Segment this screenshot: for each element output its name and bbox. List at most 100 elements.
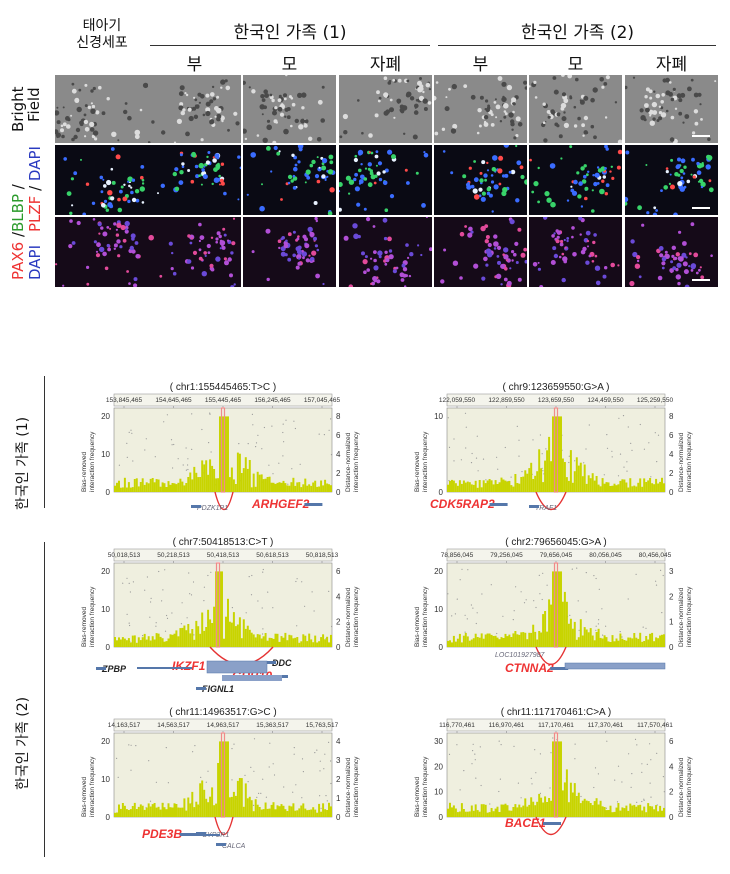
interaction-bar bbox=[322, 803, 325, 817]
cell-dot bbox=[317, 99, 323, 105]
cell-dot bbox=[79, 122, 84, 127]
cell-dot bbox=[388, 249, 393, 253]
interaction-bar bbox=[232, 612, 235, 647]
cell-dot bbox=[184, 92, 187, 95]
cell-dot bbox=[348, 179, 355, 185]
interaction-bar bbox=[213, 469, 216, 492]
scatter-dot bbox=[231, 607, 233, 609]
cell-dot bbox=[92, 218, 96, 221]
scatter-dot bbox=[283, 786, 285, 788]
cell-dot bbox=[151, 120, 155, 124]
interaction-bar bbox=[324, 479, 327, 492]
interaction-bar bbox=[462, 480, 465, 492]
cell-dot bbox=[515, 145, 518, 148]
cell-dot bbox=[358, 182, 362, 185]
cell-dot bbox=[419, 84, 424, 89]
interaction-bar bbox=[131, 806, 134, 817]
interaction-bar bbox=[290, 482, 293, 492]
interaction-bar bbox=[498, 482, 501, 492]
cell-dot bbox=[553, 253, 559, 259]
cell-dot bbox=[182, 108, 186, 112]
panel-title: ( chr11:14963517:G>C ) bbox=[169, 707, 276, 718]
cell-dot bbox=[189, 241, 193, 245]
cell-dot bbox=[301, 106, 305, 110]
interaction-bar bbox=[272, 802, 275, 817]
interaction-bar bbox=[575, 796, 578, 817]
interaction-bar bbox=[316, 812, 319, 817]
cell-dot bbox=[649, 114, 652, 117]
scatter-dot bbox=[191, 413, 193, 415]
cell-dot bbox=[581, 123, 585, 128]
cell-dot bbox=[556, 235, 560, 239]
cell-dot bbox=[193, 96, 196, 99]
interaction-bar bbox=[534, 475, 537, 492]
cell-dot bbox=[309, 231, 315, 238]
cell-dot bbox=[419, 77, 422, 80]
cell-dot bbox=[678, 256, 684, 262]
scatter-dot bbox=[304, 605, 306, 607]
interaction-bar bbox=[217, 763, 220, 817]
label-dapi: DAPI bbox=[26, 146, 44, 182]
cell-dot bbox=[644, 95, 648, 99]
scatter-dot bbox=[588, 424, 590, 426]
interaction-bar bbox=[563, 591, 566, 647]
interaction-bar bbox=[504, 633, 507, 647]
interaction-bar bbox=[595, 798, 598, 817]
cell-dot bbox=[641, 223, 645, 227]
cell-dot bbox=[688, 252, 692, 256]
interaction-bar bbox=[169, 634, 172, 647]
interaction-bar bbox=[155, 807, 158, 817]
cell-dot bbox=[192, 250, 198, 255]
cell-dot bbox=[450, 171, 454, 175]
cell-dot bbox=[427, 101, 432, 105]
scatter-dot bbox=[459, 789, 461, 791]
interaction-bar bbox=[542, 482, 545, 492]
cell-dot bbox=[444, 106, 450, 112]
cell-dot bbox=[585, 173, 589, 177]
interaction-bar bbox=[312, 642, 315, 647]
interaction-bar bbox=[167, 803, 170, 817]
cell-dot bbox=[320, 118, 325, 123]
cell-dot bbox=[171, 251, 174, 255]
cell-dot bbox=[204, 254, 207, 257]
scatter-dot bbox=[207, 574, 209, 577]
cell-dot bbox=[691, 157, 695, 162]
interaction-bar bbox=[207, 609, 210, 647]
scatter-dot bbox=[578, 629, 580, 631]
reference-label: 태아기 신경세포 bbox=[62, 18, 142, 52]
cell-dot bbox=[168, 241, 173, 246]
cell-dot bbox=[661, 261, 666, 266]
scatter-dot bbox=[641, 800, 643, 803]
scatter-dot bbox=[320, 807, 322, 809]
interaction-bar bbox=[613, 483, 616, 492]
interaction-bar bbox=[314, 635, 317, 647]
scatter-dot bbox=[182, 464, 184, 466]
interaction-bar bbox=[613, 811, 616, 817]
cell-dot bbox=[484, 224, 489, 228]
interaction-bar bbox=[290, 635, 293, 647]
cell-dot bbox=[368, 133, 373, 138]
scatter-dot bbox=[166, 414, 168, 416]
scatter-dot bbox=[314, 752, 316, 754]
cell-dot bbox=[116, 222, 122, 228]
cell-dot bbox=[413, 110, 419, 115]
cell-dot bbox=[210, 267, 215, 272]
scatter-dot bbox=[627, 598, 629, 600]
scatter-dot bbox=[126, 613, 128, 615]
cell-dot bbox=[550, 260, 556, 265]
cell-dot bbox=[280, 251, 286, 257]
loop-arc bbox=[214, 816, 234, 836]
cell-dot bbox=[198, 222, 202, 227]
cell-dot bbox=[173, 141, 177, 143]
scatter-dot bbox=[636, 801, 638, 803]
interaction-bar bbox=[607, 810, 610, 817]
interaction-bar bbox=[215, 803, 218, 817]
interaction-bar bbox=[228, 621, 231, 647]
cell-dot bbox=[414, 103, 419, 109]
cell-dot bbox=[141, 178, 145, 182]
cell-dot bbox=[199, 235, 205, 240]
cell-dot bbox=[271, 98, 275, 103]
scatter-dot bbox=[448, 753, 451, 755]
y-tick-label: 20 bbox=[434, 567, 443, 576]
cell-dot bbox=[116, 239, 121, 244]
